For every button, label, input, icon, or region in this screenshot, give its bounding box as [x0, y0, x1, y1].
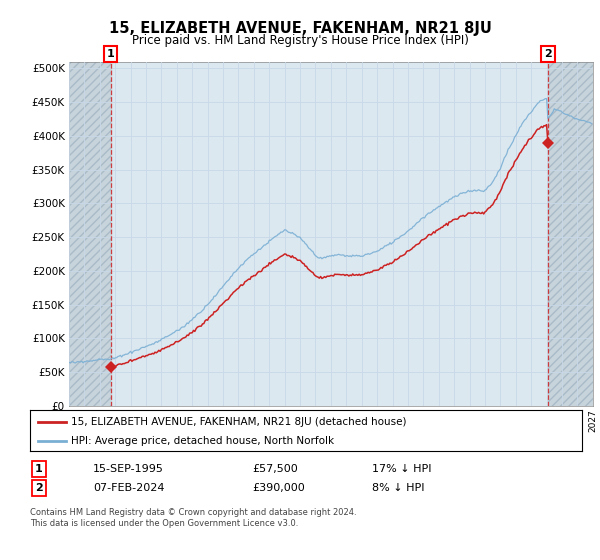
Text: 07-FEB-2024: 07-FEB-2024 [93, 483, 164, 493]
Text: £57,500: £57,500 [252, 464, 298, 474]
Text: Price paid vs. HM Land Registry's House Price Index (HPI): Price paid vs. HM Land Registry's House … [131, 34, 469, 46]
Text: 15, ELIZABETH AVENUE, FAKENHAM, NR21 8JU (detached house): 15, ELIZABETH AVENUE, FAKENHAM, NR21 8JU… [71, 417, 407, 427]
Text: 8% ↓ HPI: 8% ↓ HPI [372, 483, 425, 493]
Text: 15-SEP-1995: 15-SEP-1995 [93, 464, 164, 474]
Text: HPI: Average price, detached house, North Norfolk: HPI: Average price, detached house, Nort… [71, 436, 335, 446]
Text: 2: 2 [544, 49, 552, 59]
Bar [69, 62, 111, 406]
Text: 1: 1 [107, 49, 115, 59]
Text: 2: 2 [35, 483, 43, 493]
Bar [69, 62, 111, 406]
Text: 1: 1 [35, 464, 43, 474]
Text: £390,000: £390,000 [252, 483, 305, 493]
Bar [548, 62, 593, 406]
Text: 17% ↓ HPI: 17% ↓ HPI [372, 464, 431, 474]
Text: 15, ELIZABETH AVENUE, FAKENHAM, NR21 8JU: 15, ELIZABETH AVENUE, FAKENHAM, NR21 8JU [109, 21, 491, 36]
Bar [548, 62, 593, 406]
Text: Contains HM Land Registry data © Crown copyright and database right 2024.
This d: Contains HM Land Registry data © Crown c… [30, 508, 356, 528]
